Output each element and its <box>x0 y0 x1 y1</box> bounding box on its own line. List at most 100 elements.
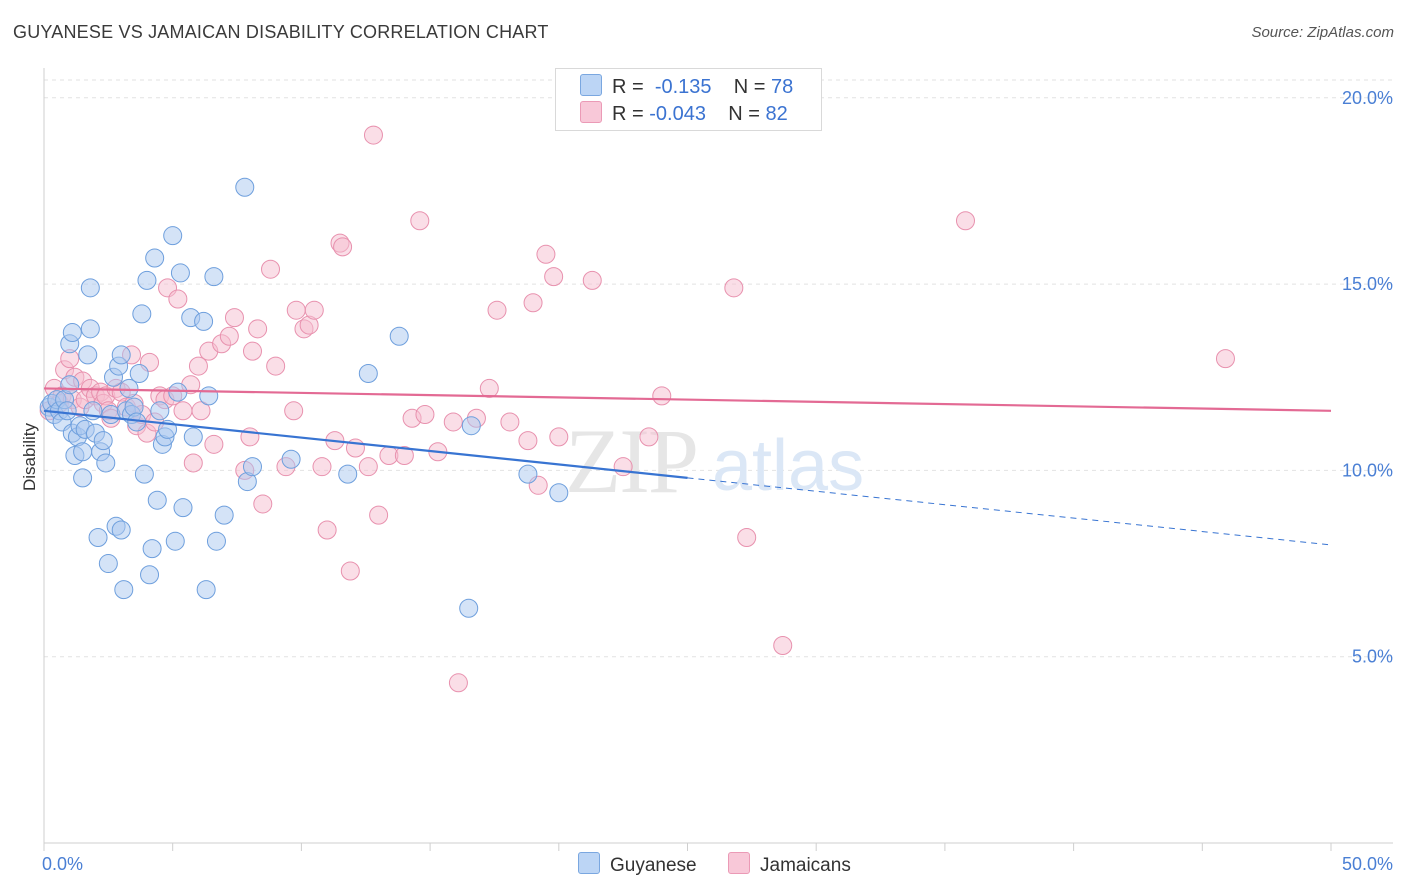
jamaicans-point <box>487 300 507 320</box>
jamaicans-legend-swatch <box>728 852 750 874</box>
jamaicans-points <box>39 125 1235 693</box>
n-value: 82 <box>765 103 788 125</box>
jamaicans-point <box>284 401 304 421</box>
watermark-zip: ZIP <box>565 410 697 512</box>
jamaicans-point <box>544 267 564 287</box>
guyanese-point <box>140 565 160 585</box>
guyanese-point <box>88 527 108 547</box>
jamaicans-point <box>500 412 520 432</box>
r-value: -0.043 <box>649 103 706 125</box>
guyanese-swatch <box>580 74 602 96</box>
jamaicans-point <box>443 412 463 432</box>
guyanese-point <box>214 505 234 525</box>
jamaicans-swatch <box>580 101 602 123</box>
guyanese-point <box>93 431 113 451</box>
x-tick-label: 50.0% <box>1342 854 1393 874</box>
jamaicans-point <box>613 457 633 477</box>
guyanese-point <box>129 364 149 384</box>
jamaicans-point <box>304 300 324 320</box>
jamaicans-point <box>188 356 208 376</box>
jamaicans-point <box>1215 349 1235 369</box>
guyanese-point <box>168 382 188 402</box>
jamaicans-point <box>394 446 414 465</box>
guyanese-point <box>165 531 185 551</box>
trend-layer <box>43 387 1332 546</box>
r-value: -0.135 <box>654 76 712 98</box>
jamaicans-point <box>536 244 556 264</box>
guyanese-point <box>199 386 219 406</box>
jamaicans-point <box>286 300 306 320</box>
guyanese-point <box>60 375 80 395</box>
jamaicans-point <box>224 308 244 328</box>
jamaicans-point <box>219 326 239 346</box>
jamaicans-trend-line <box>43 387 1332 412</box>
y-tick-label: 5.0% <box>1352 647 1393 667</box>
jamaicans-point <box>724 278 744 298</box>
guyanese-point <box>80 278 100 298</box>
jamaicans-point <box>415 405 435 425</box>
guyanese-point <box>96 453 116 473</box>
r-label: R = <box>612 103 644 125</box>
jamaicans-point <box>333 237 353 257</box>
n-value: 78 <box>771 76 794 98</box>
jamaicans-point <box>479 378 499 398</box>
guyanese-point <box>194 311 214 331</box>
source-label: Source: ZipAtlas.com <box>1251 24 1394 41</box>
jamaicans-point <box>191 401 211 421</box>
jamaicans-point <box>448 673 468 693</box>
stats-legend-row-guyanese: R = -0.135 N = 78 <box>580 74 793 100</box>
jamaicans-point <box>266 356 286 376</box>
jamaicans-point <box>955 211 975 231</box>
legend-item-jamaicans: Jamaicans <box>728 852 851 877</box>
guyanese-point <box>170 263 190 283</box>
jamaicans-point <box>168 289 188 309</box>
jamaicans-point <box>242 341 262 361</box>
guyanese-point <box>80 319 100 339</box>
jamaicans-point <box>369 505 389 525</box>
guyanese-point <box>98 554 118 574</box>
guyanese-legend-swatch <box>578 852 600 874</box>
guyanese-point <box>163 226 183 246</box>
guyanese-point <box>389 326 409 346</box>
jamaicans-point <box>317 520 337 540</box>
jamaicans-point <box>340 561 360 581</box>
legend-label-jamaicans: Jamaicans <box>760 855 851 876</box>
jamaicans-point <box>518 431 538 451</box>
guyanese-point <box>196 580 216 600</box>
x-tick-label: 0.0% <box>42 854 83 874</box>
guyanese-point <box>137 270 157 290</box>
grid-layer <box>44 79 1393 658</box>
jamaicans-point <box>363 125 383 145</box>
label-layer: 5.0% 10.0% 15.0% 20.0% 0.0% 50.0% <box>42 88 1393 874</box>
jamaicans-point <box>639 427 659 447</box>
guyanese-trend-line <box>43 409 688 479</box>
guyanese-point <box>242 457 262 477</box>
guyanese-point <box>111 520 131 540</box>
guyanese-point <box>145 248 165 268</box>
jamaicans-point <box>261 259 281 279</box>
guyanese-point <box>57 401 77 421</box>
guyanese-point <box>111 345 131 365</box>
y-tick-label: 15.0% <box>1342 274 1393 294</box>
n-label: N = <box>728 103 760 125</box>
n-label: N = <box>733 76 766 98</box>
guyanese-point <box>173 498 193 518</box>
guyanese-point <box>73 442 93 462</box>
guyanese-point <box>114 580 134 600</box>
stats-legend-row-jamaicans: R = -0.043 N = 82 <box>580 101 788 127</box>
guyanese-point <box>78 345 98 365</box>
guyanese-point <box>204 267 224 287</box>
jamaicans-point <box>737 527 757 547</box>
jamaicans-point <box>173 401 193 421</box>
jamaicans-point <box>582 270 602 290</box>
y-tick-label: 10.0% <box>1342 460 1393 480</box>
jamaicans-point <box>204 434 224 454</box>
guyanese-point <box>183 427 203 447</box>
jamaicans-point <box>773 636 793 656</box>
guyanese-point <box>147 490 167 510</box>
guyanese-point <box>206 531 226 551</box>
guyanese-point <box>459 598 479 618</box>
guyanese-point <box>134 464 154 484</box>
stats-legend: R = -0.135 N = 78 R = -0.043 N = 82 <box>555 68 822 131</box>
